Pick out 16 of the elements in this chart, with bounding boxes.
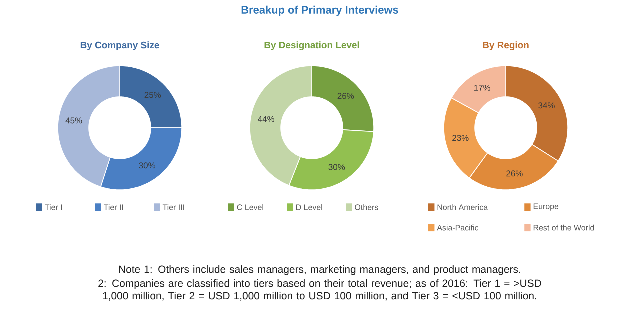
data-label: 34%: [538, 102, 555, 109]
chart-title: By Company Size: [80, 42, 160, 51]
text: Note 1: Others include sales managers, marketing managers, and product managers.: [119, 266, 520, 276]
data-label: 25%: [144, 92, 162, 98]
text: 2: Companies are classified into tiers based on their total revenue; as of 2016: Tier 1 = >USD 1,000 million, Tier 2 = USD 1,000 million to USD 100 million, and Tier 3 = <USD 100 million.: [98, 280, 542, 301]
text: Breakup of Primary Interviews: [242, 6, 398, 16]
data-label: 26%: [506, 170, 523, 177]
data-label: 30%: [139, 162, 156, 169]
data-label: 45%: [66, 118, 82, 124]
chart-title: By Designation Level: [264, 42, 360, 50]
data-label: 30%: [328, 164, 346, 170]
data-label: 44%: [258, 116, 275, 122]
data-label: 17%: [474, 85, 491, 91]
data-label: 26%: [338, 93, 354, 100]
data-label: 23%: [452, 135, 469, 142]
chart-title: By Region: [483, 42, 529, 50]
